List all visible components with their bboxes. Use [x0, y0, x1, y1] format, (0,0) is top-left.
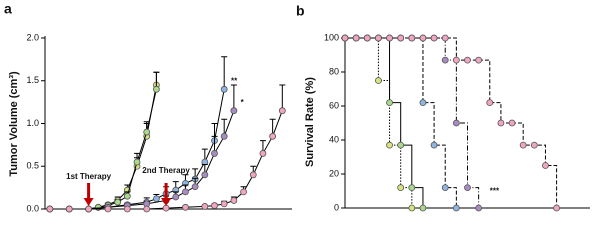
marker: [201, 203, 209, 210]
figure: a b Tumor Volume (cm³) Survival Rate (%)…: [4, 1, 590, 213]
marker: [553, 204, 560, 212]
series-line: [49, 89, 157, 210]
marker: [123, 205, 131, 213]
error-bar: [279, 84, 286, 111]
marker: [114, 198, 122, 206]
series-step: [345, 37, 558, 208]
error-bar: [221, 56, 228, 90]
marker: [508, 119, 516, 127]
marker: [201, 171, 209, 179]
marker: [397, 184, 405, 192]
panel-label: a: [4, 1, 12, 17]
y-tick-label: 100: [324, 32, 339, 42]
therapy-arrowhead: [83, 198, 94, 206]
annotation: *: [241, 98, 245, 107]
marker: [85, 205, 92, 213]
y-tick-label: 80: [329, 66, 339, 76]
marker: [408, 184, 416, 192]
y-axis-label: Tumor Volume (cm³): [8, 71, 20, 177]
marker: [408, 34, 416, 42]
marker: [162, 204, 170, 212]
marker: [133, 158, 141, 166]
y-tick-label: 20: [329, 168, 339, 178]
marker: [249, 171, 257, 179]
marker: [46, 205, 54, 213]
marker: [211, 150, 218, 157]
marker: [269, 132, 277, 140]
marker: [352, 34, 360, 42]
marker: [397, 34, 405, 42]
marker: [386, 141, 393, 149]
marker: [278, 107, 286, 115]
marker: [152, 195, 160, 203]
marker: [486, 99, 494, 106]
marker: [419, 99, 427, 106]
panel-label: b: [296, 3, 305, 19]
y-axis-label: Survival Rate (%): [304, 77, 316, 167]
marker: [65, 205, 73, 213]
marker: [182, 188, 189, 196]
marker: [104, 205, 112, 213]
marker: [375, 77, 382, 84]
marker: [452, 56, 460, 64]
y-tick-label: 0: [334, 202, 339, 212]
series-line: [49, 84, 157, 210]
marker: [464, 56, 471, 64]
marker: [419, 204, 427, 212]
marker: [375, 34, 382, 42]
marker: [182, 203, 189, 211]
y-tick-label: 40: [329, 134, 339, 144]
marker: [172, 193, 180, 201]
marker: [152, 85, 160, 93]
marker: [363, 34, 371, 42]
marker: [240, 188, 247, 196]
y-tick-label: 0.5: [26, 161, 39, 171]
marker: [220, 85, 228, 93]
series-line: [49, 89, 225, 210]
marker: [220, 200, 228, 208]
marker: [475, 56, 483, 64]
marker: [430, 34, 438, 42]
marker: [211, 202, 218, 209]
annotation: 2nd Therapy: [142, 166, 190, 175]
marker: [464, 184, 471, 192]
marker: [386, 99, 393, 106]
marker: [530, 141, 538, 149]
annotation: **: [231, 76, 238, 85]
error-bar: [230, 84, 237, 111]
y-tick-label: 0.0: [26, 203, 39, 213]
y-tick-label: 60: [329, 100, 339, 110]
marker: [397, 141, 405, 149]
marker: [143, 128, 151, 136]
marker: [497, 119, 505, 127]
marker: [419, 34, 427, 42]
marker: [230, 107, 238, 115]
marker: [220, 132, 228, 140]
series-step: [345, 37, 413, 208]
marker: [341, 34, 349, 42]
marker: [259, 150, 267, 157]
marker: [191, 183, 199, 191]
marker: [123, 192, 131, 200]
marker: [430, 141, 438, 149]
y-tick-label: 1.0: [26, 118, 39, 128]
therapy-arrowhead: [161, 198, 172, 206]
annotation: ***: [490, 187, 500, 196]
marker: [441, 184, 449, 192]
marker: [452, 119, 460, 127]
marker: [441, 34, 449, 42]
marker: [441, 56, 449, 64]
marker: [230, 197, 238, 204]
y-tick-label: 1.5: [26, 75, 39, 85]
marker: [408, 204, 416, 212]
marker: [519, 141, 527, 149]
marker: [475, 204, 483, 212]
marker: [143, 205, 151, 213]
series-step: [345, 37, 424, 208]
annotation: 1st Therapy: [66, 172, 111, 181]
y-tick-label: 2.0: [26, 32, 39, 42]
marker: [452, 204, 460, 212]
marker: [542, 162, 549, 169]
marker: [386, 34, 393, 42]
